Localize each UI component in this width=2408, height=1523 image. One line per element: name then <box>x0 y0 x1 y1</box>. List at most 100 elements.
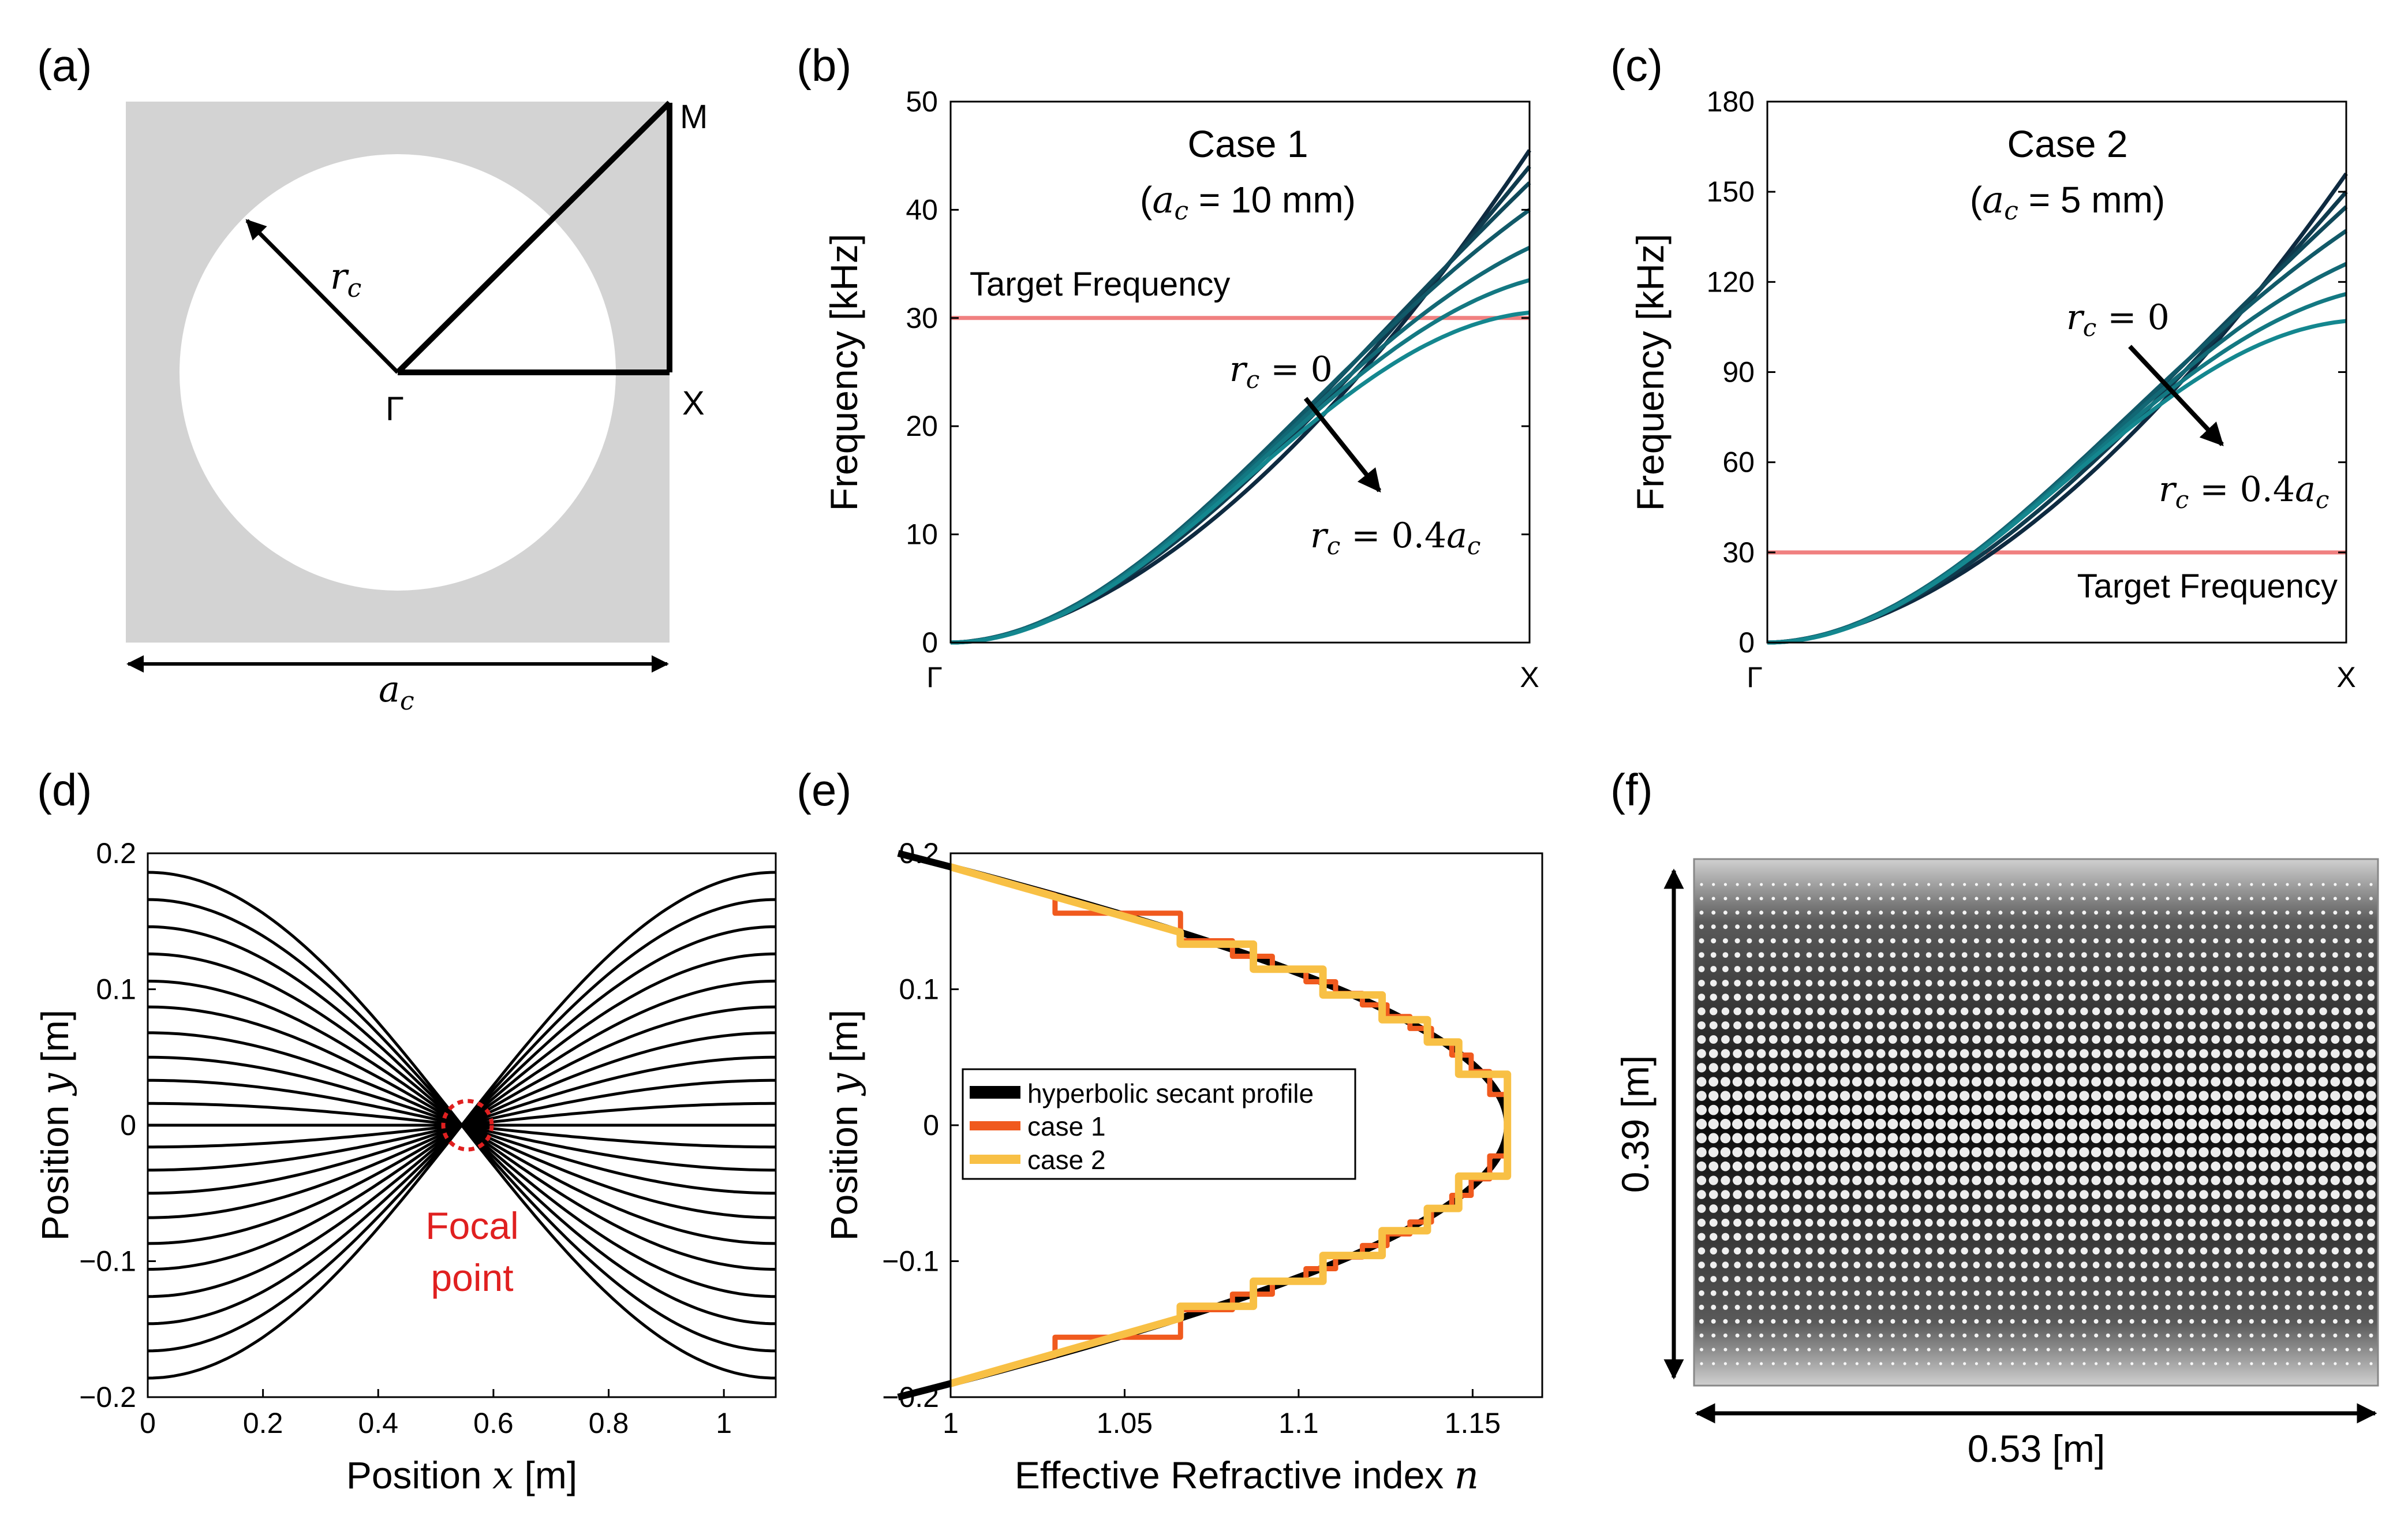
hole <box>1841 994 1849 1001</box>
hole <box>2319 1204 2328 1213</box>
hole <box>1889 1035 1897 1044</box>
hole <box>1708 1175 1718 1185</box>
hole <box>2224 1290 2231 1296</box>
hole <box>2258 1133 2269 1144</box>
hole <box>1712 1362 1715 1365</box>
hole <box>2331 1021 2339 1030</box>
hole <box>1795 897 1799 901</box>
hole <box>1962 1304 1968 1310</box>
hole <box>2332 980 2339 987</box>
hole <box>1709 1204 1718 1213</box>
hole <box>1854 952 1860 958</box>
hole <box>1769 1007 1777 1016</box>
hole <box>1759 1304 1764 1310</box>
hole <box>2249 1319 2254 1324</box>
hole <box>1962 1333 1967 1338</box>
hole <box>2011 1362 2014 1365</box>
hole <box>2175 1175 2185 1185</box>
hole <box>2067 1104 2078 1115</box>
hole <box>2343 980 2351 987</box>
hole <box>1875 1118 1886 1130</box>
hole <box>1951 1362 1954 1365</box>
hole <box>2078 1118 2089 1130</box>
hole <box>1806 938 1812 944</box>
hole <box>1903 883 1906 886</box>
hole <box>1806 1304 1812 1310</box>
hole <box>1876 1204 1886 1213</box>
hole <box>2330 1104 2340 1115</box>
hole <box>2200 1247 2208 1255</box>
hole <box>2067 1147 2077 1158</box>
dispersion-curves-c <box>1767 172 2348 645</box>
hole <box>1757 1007 1766 1016</box>
hole <box>2308 1304 2314 1310</box>
hole <box>2092 1204 2101 1213</box>
hole <box>2332 1304 2338 1310</box>
hole <box>1747 1347 1751 1352</box>
hole <box>1783 910 1788 915</box>
hole <box>2223 1007 2232 1016</box>
hole <box>2309 1362 2313 1365</box>
hole <box>2057 1304 2063 1310</box>
hole <box>1804 1049 1814 1058</box>
hole <box>2035 1362 2038 1365</box>
hole <box>1722 966 1729 972</box>
hole <box>2189 1333 2194 1338</box>
hole <box>1841 1035 1850 1044</box>
hole <box>2248 1007 2256 1016</box>
hole <box>2152 1021 2160 1030</box>
hole <box>1840 1077 1850 1087</box>
hole <box>1854 924 1860 930</box>
hole <box>2080 1233 2088 1241</box>
dispersion-curve-2 <box>950 165 1531 645</box>
hole <box>2175 1190 2185 1199</box>
dispersion-curve-5 <box>950 245 1531 645</box>
hole <box>2273 910 2278 915</box>
hole <box>1864 1063 1874 1073</box>
hole <box>1747 952 1752 958</box>
hole <box>1734 1304 1740 1310</box>
hole <box>2175 1161 2185 1171</box>
hole <box>1807 1333 1811 1338</box>
hole <box>1889 1204 1897 1213</box>
hole <box>2092 1233 2100 1241</box>
hole <box>1792 1063 1802 1073</box>
hole <box>1972 1175 1981 1185</box>
hole <box>1780 1147 1790 1158</box>
hole <box>1827 1118 1838 1130</box>
hole <box>1756 1063 1766 1073</box>
hole <box>1947 1063 1958 1073</box>
hole <box>2080 1247 2088 1255</box>
hole <box>2248 994 2256 1001</box>
hole <box>2103 1204 2112 1213</box>
hole <box>2346 883 2349 886</box>
xtick-label: 1.05 <box>1097 1407 1153 1439</box>
hole <box>2130 1362 2134 1365</box>
hole <box>2151 1175 2161 1185</box>
hole <box>1912 1104 1922 1115</box>
panel-label-b: (b) <box>797 40 851 91</box>
hole <box>1697 994 1706 1001</box>
hole <box>2309 1319 2314 1324</box>
legend-label-hyperbolic: hyperbolic secant profile <box>1027 1078 1314 1108</box>
hole <box>2043 1049 2053 1058</box>
hole <box>2140 1218 2148 1227</box>
hole <box>1947 1091 1958 1101</box>
hole <box>2154 897 2158 901</box>
hole <box>2262 1362 2265 1365</box>
hole <box>2199 1190 2208 1199</box>
hole <box>2246 1077 2257 1087</box>
hole <box>2238 1362 2241 1365</box>
hole <box>1998 924 2003 930</box>
hole <box>2046 1304 2051 1310</box>
hole <box>1758 952 1764 958</box>
hole <box>2261 1347 2265 1352</box>
hole <box>1974 924 1979 930</box>
hole <box>1807 1362 1811 1365</box>
hole <box>1792 1147 1803 1158</box>
hole <box>2308 1247 2315 1255</box>
hole <box>2261 924 2266 930</box>
hole <box>1864 1147 1874 1158</box>
hole <box>2153 1333 2158 1338</box>
hole <box>2129 938 2135 944</box>
